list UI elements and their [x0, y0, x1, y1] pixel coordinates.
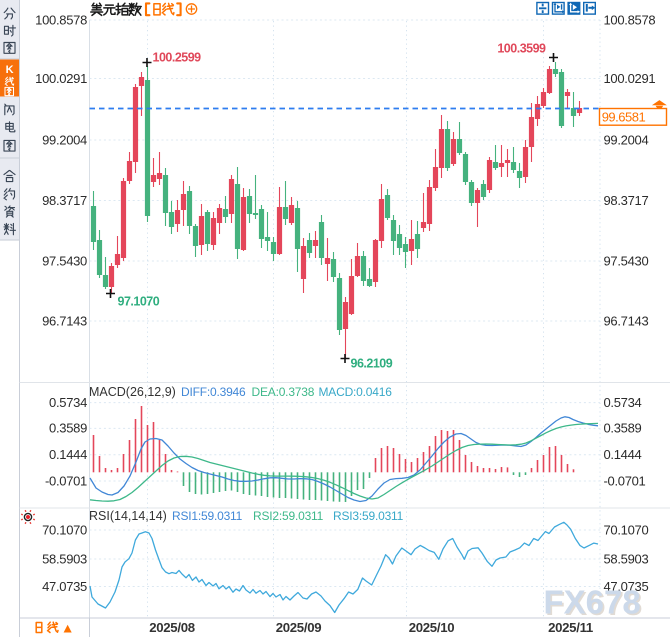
svg-text:97.5430: 97.5430 [42, 253, 87, 268]
svg-text:RSI(14,14,14): RSI(14,14,14) [89, 509, 167, 523]
svg-text:0.1444: 0.1444 [49, 447, 87, 462]
svg-text:DEA:0.3738: DEA:0.3738 [252, 385, 315, 399]
svg-text:RSI1:59.0311: RSI1:59.0311 [172, 509, 243, 523]
svg-text:MACD:0.0416: MACD:0.0416 [319, 385, 393, 399]
svg-text:0.5734: 0.5734 [604, 395, 642, 410]
svg-text:2025/11: 2025/11 [548, 620, 593, 635]
svg-text:100.2599: 100.2599 [153, 51, 202, 65]
svg-text:47.0735: 47.0735 [42, 579, 87, 594]
svg-text:96.2109: 96.2109 [351, 357, 393, 371]
svg-text:98.3717: 98.3717 [42, 193, 87, 208]
svg-text:K: K [6, 64, 14, 76]
svg-text:FX678: FX678 [544, 584, 641, 621]
svg-text:97.5430: 97.5430 [604, 253, 649, 268]
svg-text:99.2004: 99.2004 [42, 132, 87, 147]
svg-text:99.6581: 99.6581 [602, 110, 646, 125]
svg-text:99.2004: 99.2004 [604, 132, 649, 147]
svg-text:0.1444: 0.1444 [604, 447, 642, 462]
svg-text:97.1070: 97.1070 [118, 295, 160, 309]
svg-text:58.5903: 58.5903 [42, 551, 87, 566]
svg-text:100.3599: 100.3599 [497, 42, 546, 56]
svg-text:70.1070: 70.1070 [604, 522, 649, 537]
svg-text:RSI3:59.0311: RSI3:59.0311 [333, 509, 404, 523]
svg-text:-0.0701: -0.0701 [604, 473, 646, 488]
svg-text:70.1070: 70.1070 [42, 522, 87, 537]
svg-text:RSI2:59.0311: RSI2:59.0311 [253, 509, 324, 523]
svg-text:0.3589: 0.3589 [49, 421, 87, 436]
svg-text:0.3589: 0.3589 [604, 421, 642, 436]
svg-text:2025/10: 2025/10 [409, 620, 455, 635]
svg-text:DIFF:0.3946: DIFF:0.3946 [181, 385, 246, 399]
svg-text:100.0291: 100.0291 [35, 71, 87, 86]
svg-text:2025/09: 2025/09 [276, 620, 322, 635]
svg-text:47.0735: 47.0735 [604, 579, 649, 594]
svg-text:100.8578: 100.8578 [604, 12, 656, 27]
svg-text:-0.0701: -0.0701 [45, 473, 87, 488]
svg-text:96.7143: 96.7143 [42, 313, 87, 328]
svg-text:FX678: FX678 [545, 585, 642, 622]
svg-text:100.8578: 100.8578 [35, 12, 87, 27]
svg-text:2025/08: 2025/08 [149, 620, 195, 635]
svg-text:98.3717: 98.3717 [604, 193, 649, 208]
svg-text:100.0291: 100.0291 [604, 71, 656, 86]
svg-text:MACD(26,12,9): MACD(26,12,9) [89, 385, 176, 399]
svg-text:96.7143: 96.7143 [604, 313, 649, 328]
svg-text:0.5734: 0.5734 [49, 395, 87, 410]
svg-text:58.5903: 58.5903 [604, 551, 649, 566]
